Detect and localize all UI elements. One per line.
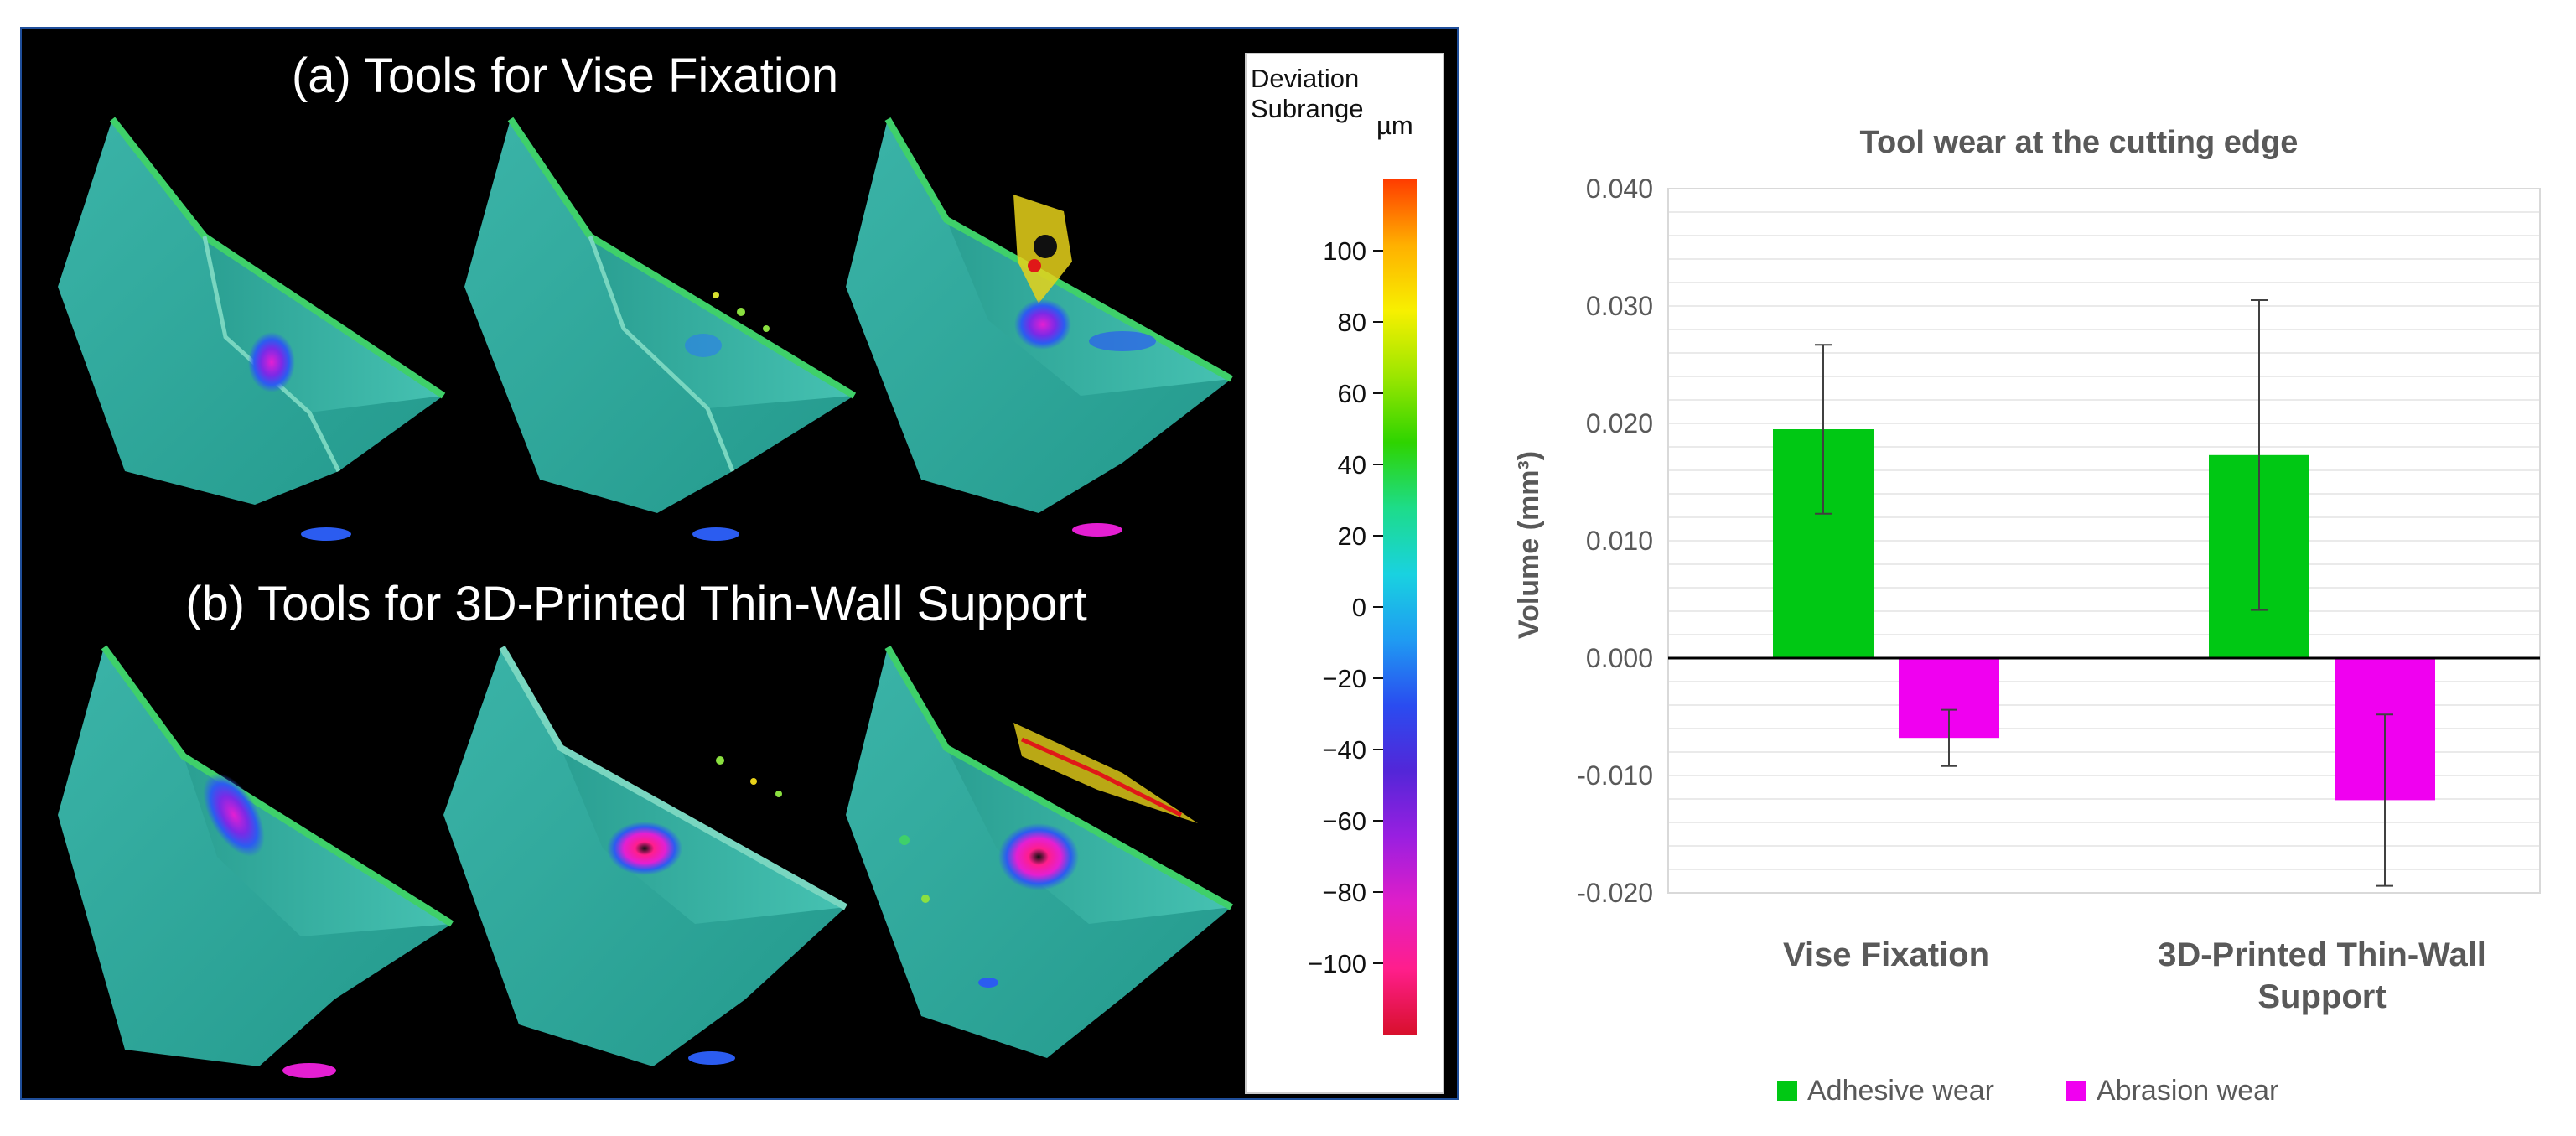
colorbar-tick-label: 100 [1323, 236, 1366, 266]
tool-scan-a1 [58, 117, 446, 541]
legend-swatch [1777, 1081, 1797, 1101]
colorbar-title-line1: Deviation [1251, 64, 1359, 93]
tool-wear-chart-svg: Tool wear at the cutting edge Volume (mm… [1513, 125, 2541, 1107]
tool-scan-b3 [846, 645, 1233, 1058]
colorbar: Deviation Subrange µm 100 80 60 40 20 0 −20 −40… [1245, 53, 1444, 1094]
y-tick-label: 0.030 [1586, 291, 1653, 321]
colorbar-tick-label: −100 [1308, 949, 1366, 978]
y-tick-label: 0.000 [1586, 643, 1653, 673]
colorbar-tick-label: −80 [1322, 878, 1366, 907]
deviation-scan-svg: (a) Tools for Vise Fixation (b) Tools fo… [18, 25, 1460, 1102]
y-tick-label: 0.040 [1586, 174, 1653, 204]
colorbar-tick-label: 80 [1338, 308, 1366, 337]
x-category-label: 3D-Printed Thin-Wall [2158, 936, 2486, 973]
colorbar-tick-label: 40 [1338, 450, 1366, 480]
legend: Adhesive wear Abrasion wear [1777, 1075, 2278, 1107]
bars [1773, 299, 2435, 887]
tool-scan-b2 [443, 645, 847, 1066]
colorbar-tick-label: −20 [1322, 664, 1366, 693]
y-tick-label: -0.020 [1577, 878, 1653, 908]
y-axis-label: Volume (mm³) [1513, 451, 1545, 639]
y-tick-label: 0.010 [1586, 526, 1653, 556]
tool-scan-a3 [846, 117, 1233, 537]
y-tick-label: 0.020 [1586, 408, 1653, 438]
legend-swatch [2066, 1081, 2086, 1101]
colorbar-tick-label: 0 [1352, 593, 1366, 622]
colorbar-tick-label: 60 [1338, 379, 1366, 408]
label-vise-fixation: (a) Tools for Vise Fixation [292, 49, 838, 103]
x-axis-labels: Vise Fixation 3D-Printed Thin-Wall Support [1783, 936, 2486, 1015]
tool-wear-chart: Tool wear at the cutting edge Volume (mm… [1492, 109, 2565, 1132]
colorbar-title-line2: Subrange [1251, 94, 1363, 123]
deviation-scan-figure: (a) Tools for Vise Fixation (b) Tools fo… [18, 25, 1460, 1102]
wear-spot [248, 332, 295, 392]
tool-scan-a2 [464, 117, 857, 541]
plot-area [1667, 188, 2541, 894]
legend-label: Abrasion wear [2097, 1075, 2278, 1107]
y-tick-label: -0.010 [1577, 760, 1653, 791]
colorbar-unit: µm [1376, 111, 1413, 140]
colorbar-tick-label: 20 [1338, 521, 1366, 551]
colorbar-gradient [1383, 179, 1417, 1035]
colorbar-tick-label: −60 [1322, 807, 1366, 836]
colorbar-tick-label: −40 [1322, 735, 1366, 765]
y-axis-ticks: 0.040 0.030 0.020 0.010 0.000 -0.010 -0.020 [1577, 174, 1653, 908]
tool-scan-b1 [58, 645, 454, 1078]
chart-title: Tool wear at the cutting edge [1860, 125, 2299, 160]
legend-label: Adhesive wear [1807, 1075, 1994, 1107]
x-category-label-line2: Support [2257, 978, 2386, 1015]
x-category-label: Vise Fixation [1783, 936, 1989, 973]
label-3d-printed-support: (b) Tools for 3D-Printed Thin-Wall Suppo… [185, 577, 1087, 631]
